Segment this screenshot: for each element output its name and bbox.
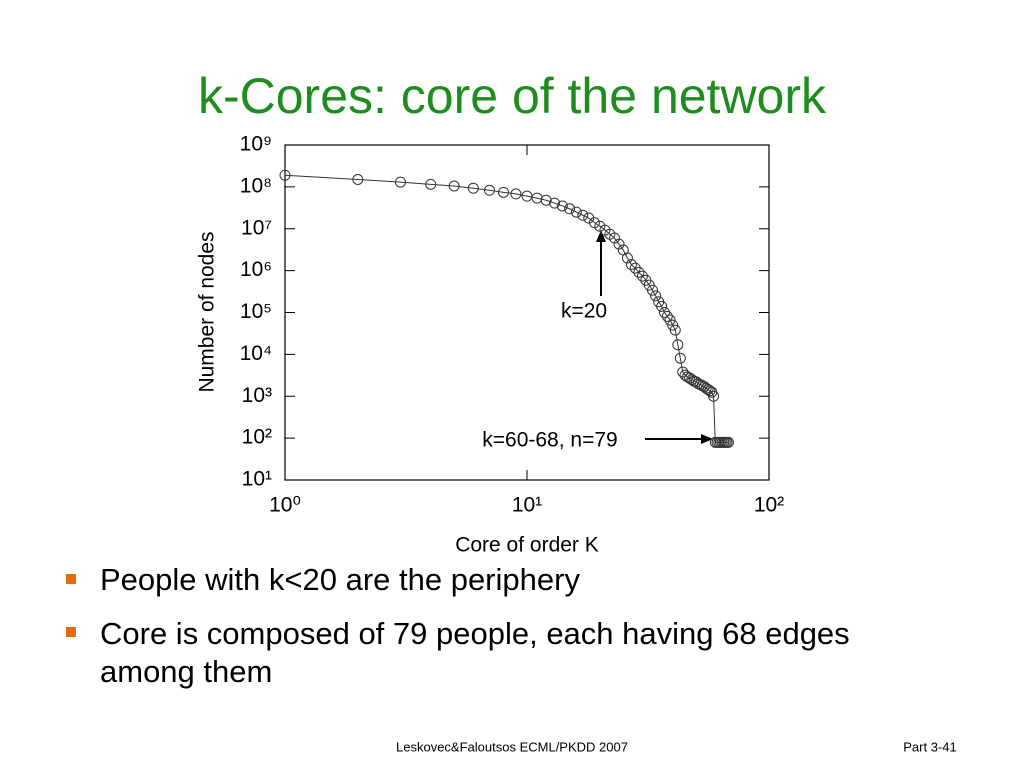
data-point xyxy=(510,188,522,200)
series-line xyxy=(284,174,729,443)
data-point xyxy=(708,390,720,402)
y-tick-label: 10⁹ xyxy=(240,133,272,156)
annotation: k=60-68, n=79 xyxy=(482,429,617,452)
x-tick-label: 10¹ xyxy=(512,494,542,517)
data-point xyxy=(629,262,641,274)
data-point xyxy=(636,270,648,282)
data-point xyxy=(650,290,662,302)
data-point xyxy=(540,194,552,206)
data-point xyxy=(672,339,684,351)
y-tick-label: 10³ xyxy=(242,384,272,407)
data-point xyxy=(549,197,561,209)
data-point xyxy=(394,176,406,188)
data-point xyxy=(279,169,291,181)
arrow-head xyxy=(701,434,713,444)
data-point xyxy=(484,184,496,196)
x-tick-label: 10² xyxy=(754,494,784,517)
data-point xyxy=(621,252,633,264)
y-tick-label: 10⁷ xyxy=(241,216,272,239)
bullet-marker xyxy=(66,627,76,637)
arrow-head xyxy=(596,230,606,242)
data-point xyxy=(588,217,600,229)
data-point xyxy=(564,203,576,215)
data-point xyxy=(425,178,437,190)
x-tick-label: 10⁰ xyxy=(269,494,301,517)
y-tick-label: 10⁶ xyxy=(240,258,272,281)
bullet-marker xyxy=(66,574,76,584)
data-point xyxy=(664,314,676,326)
data-point xyxy=(700,382,712,394)
data-point xyxy=(698,381,710,393)
data-point xyxy=(659,307,671,318)
footer-right: Part 3-41 xyxy=(903,739,956,754)
data-point xyxy=(625,259,637,271)
y-tick-label: 10¹ xyxy=(242,468,272,491)
data-point xyxy=(613,238,625,250)
data-point xyxy=(498,186,510,198)
y-axis-label: Number of nodes xyxy=(196,231,219,392)
data-point xyxy=(722,436,734,448)
x-axis-label: Core of order K xyxy=(455,534,599,557)
bullet-box: Core is composed of 79 people, each havi… xyxy=(100,616,850,689)
y-tick-label: 10⁴ xyxy=(240,342,272,365)
data-point xyxy=(674,352,686,364)
data-point xyxy=(702,383,714,395)
data-point xyxy=(577,209,589,221)
data-point xyxy=(656,300,668,312)
y-tick-label: 10² xyxy=(242,426,272,449)
bullet-text: People with k<20 are the periphery xyxy=(100,562,580,597)
y-tick-label: 10⁸ xyxy=(240,174,272,197)
annotation: k=20 xyxy=(561,300,607,323)
data-point xyxy=(570,206,582,218)
data-point xyxy=(661,310,673,322)
data-point xyxy=(669,324,681,336)
data-point xyxy=(704,385,716,397)
data-point xyxy=(467,182,479,194)
slide-title: k-Cores: core of the network xyxy=(198,68,827,124)
data-point xyxy=(556,200,568,212)
y-tick-label: 10⁵ xyxy=(240,300,272,323)
data-point xyxy=(633,266,645,278)
bullet-text: Core is composed of 79 people, each havi… xyxy=(100,616,850,689)
data-point xyxy=(448,180,460,192)
data-point xyxy=(646,284,658,296)
data-point xyxy=(352,174,364,186)
footer-left: Leskovec&Faloutsos ECML/PKDD 2007 xyxy=(396,739,628,754)
data-point xyxy=(667,319,679,331)
